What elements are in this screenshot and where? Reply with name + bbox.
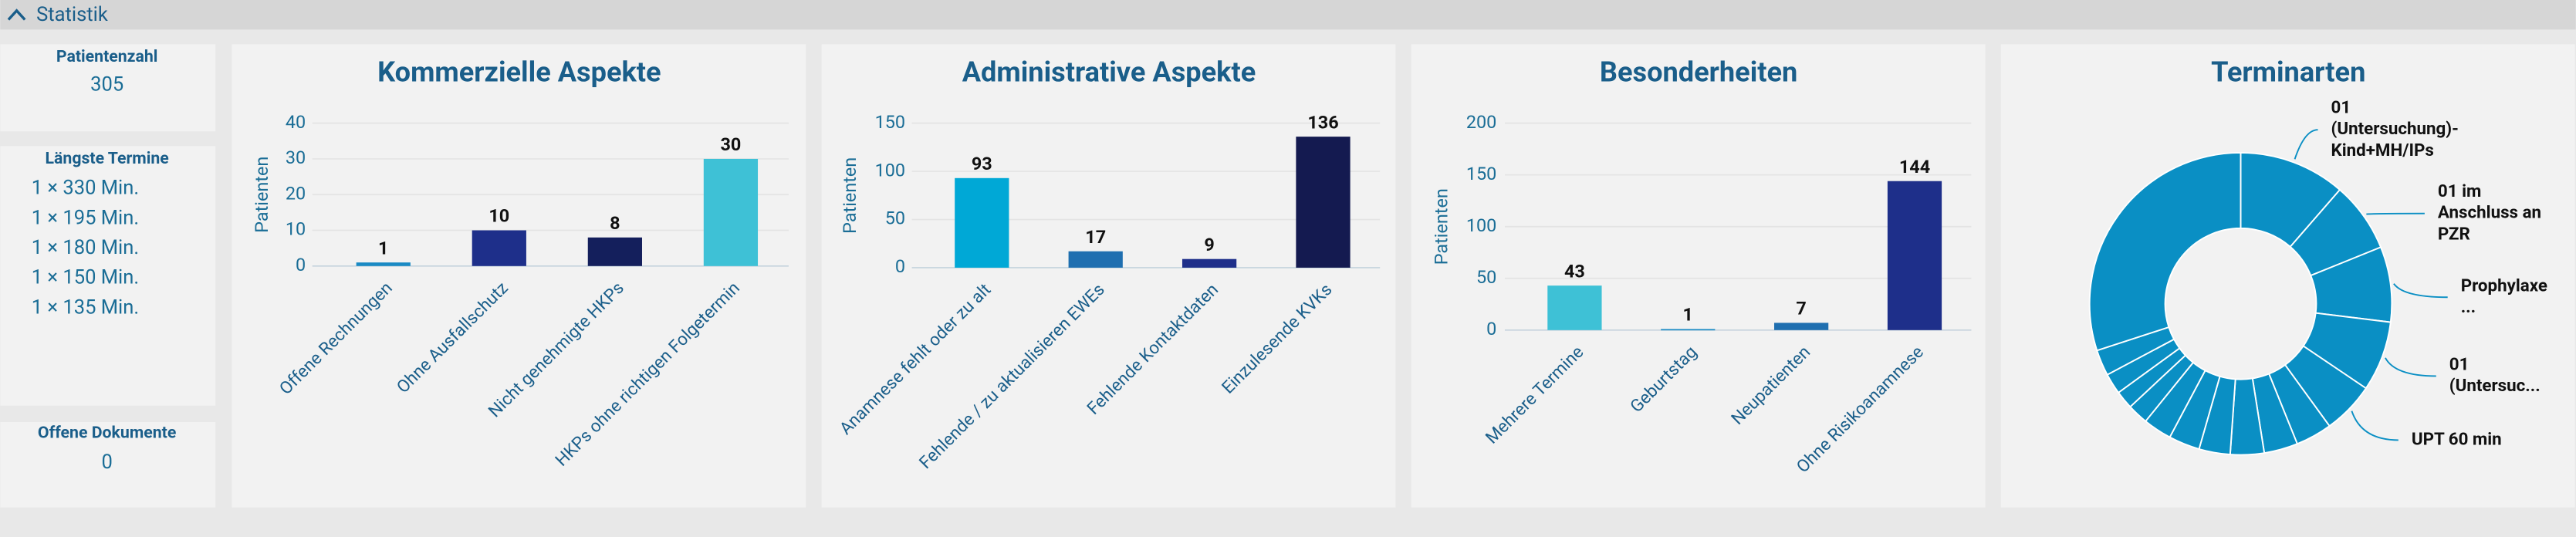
value-label: 9: [1204, 234, 1214, 255]
header-bar[interactable]: [0, 0, 2576, 30]
value-label: 30: [720, 133, 741, 155]
value-label: 10: [488, 205, 509, 227]
y-tick-label: 40: [286, 111, 306, 133]
bar: [1661, 329, 1716, 331]
longest-item: 1 × 195 Min.: [32, 206, 139, 229]
bar: [1547, 285, 1602, 330]
bar: [356, 262, 411, 266]
segment-label: Prophylaxe...: [2461, 275, 2547, 317]
y-tick-label: 0: [296, 254, 306, 275]
leader-line: [2351, 410, 2399, 441]
chart-title: Besonderheiten: [1600, 55, 1797, 88]
bar: [703, 158, 759, 266]
y-tick-label: 10: [286, 218, 306, 240]
value-label: 17: [1085, 226, 1106, 248]
value-label: 8: [610, 212, 620, 234]
chart-title: Administrative Aspekte: [962, 55, 1256, 88]
header-title[interactable]: Statistik: [36, 3, 108, 26]
bar: [472, 230, 526, 266]
value-label: 7: [1796, 298, 1806, 319]
segment-label: 01 (Untersuchung)-Kind+MH/IPs: [2331, 97, 2459, 160]
value-label: 136: [1307, 111, 1338, 133]
y-tick-label: 0: [895, 255, 905, 277]
longest-item: 1 × 180 Min.: [32, 236, 139, 259]
stat-value: 0: [101, 451, 112, 474]
value-label: 144: [1899, 156, 1930, 177]
stat-panel: [0, 44, 216, 132]
chart-panel: [232, 44, 806, 508]
y-tick-label: 20: [286, 182, 306, 204]
stat-panel: [0, 146, 216, 406]
stat-value: 305: [90, 73, 123, 96]
chart-panel: [821, 44, 1396, 508]
y-tick-label: 150: [875, 111, 905, 133]
donut-segment: [2088, 151, 2242, 352]
bar: [1887, 181, 1942, 330]
segment-label: 01 (Untersuc...: [2449, 354, 2541, 396]
longest-list: 1 × 330 Min. 1 × 195 Min. 1 × 180 Min. 1 × …: [32, 177, 139, 319]
stat-label: Längste Termine: [46, 149, 169, 168]
y-tick-label: 0: [1486, 318, 1496, 339]
bar: [1068, 251, 1123, 268]
y-tick-label: 50: [1476, 266, 1496, 288]
y-tick-label: 30: [286, 147, 306, 168]
bar: [1182, 258, 1237, 268]
value-label: 43: [1564, 260, 1585, 282]
y-axis-label: Patienten: [839, 157, 860, 234]
stat-panel: [0, 422, 216, 508]
segment-label: 01 im Anschluss an PZR: [2438, 181, 2541, 244]
stat-label: Patientenzahl: [56, 47, 158, 66]
value-label: 1: [378, 237, 388, 258]
bar: [1296, 137, 1351, 268]
bar: [587, 237, 642, 266]
segment-label: UPT 60 min: [2412, 429, 2502, 449]
bar: [955, 177, 1009, 268]
chart-title: Terminarten: [2211, 55, 2365, 88]
y-axis-label: Patienten: [251, 157, 272, 233]
y-tick-label: 200: [1466, 111, 1496, 133]
stat-label: Offene Dokumente: [38, 424, 176, 443]
y-tick-label: 100: [1466, 214, 1496, 236]
y-tick-label: 50: [885, 208, 905, 229]
longest-item: 1 × 135 Min.: [32, 296, 139, 319]
leader-line: [2385, 357, 2436, 377]
y-tick-label: 150: [1466, 163, 1496, 184]
leader-line: [2393, 283, 2448, 299]
value-label: 1: [1683, 304, 1693, 326]
longest-item: 1 × 330 Min.: [32, 177, 139, 200]
value-label: 93: [972, 153, 992, 174]
y-tick-label: 100: [875, 159, 905, 181]
longest-item: 1 × 150 Min.: [32, 266, 139, 289]
collapse-caret[interactable]: [7, 8, 26, 21]
y-axis-label: Patienten: [1430, 188, 1452, 265]
leader-line: [2294, 129, 2318, 160]
bar: [1774, 323, 1829, 330]
chart-title: Kommerzielle Aspekte: [377, 55, 661, 88]
